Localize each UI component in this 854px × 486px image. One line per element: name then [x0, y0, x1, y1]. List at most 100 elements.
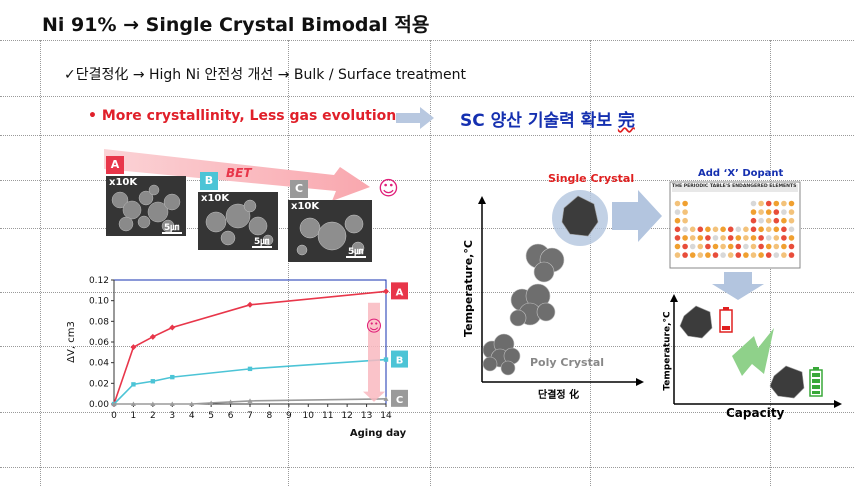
element-cell — [781, 243, 787, 250]
guide-line — [0, 228, 854, 229]
data-point — [111, 401, 117, 406]
capacity-y-label: Temperature,°C — [662, 311, 673, 391]
x-tick-label: 1 — [131, 411, 137, 421]
right-arrow-icon — [396, 107, 434, 129]
x-tick-label: 0 — [111, 411, 117, 421]
y-tick-label: 0.06 — [89, 338, 109, 348]
element-cell — [682, 217, 688, 224]
sem-tag-c: C — [290, 180, 308, 198]
guide-line — [0, 346, 854, 347]
series-tag-c — [391, 389, 408, 407]
series-tag-label: C — [396, 395, 403, 406]
element-cell — [773, 217, 780, 224]
poly-crystal-label: Poly Crystal — [530, 356, 605, 369]
capacity-label: Capacity — [726, 406, 785, 420]
data-point — [247, 398, 253, 403]
x-tick-label: 3 — [169, 411, 175, 421]
chart-labels: 0.000.020.040.060.080.100.120 1 2 3 4 5 6 7 8 9 10… — [66, 276, 408, 439]
element-cell — [773, 235, 780, 241]
x-tick-label: 6 — [228, 411, 234, 421]
series-tag-b — [391, 350, 408, 368]
element-cell — [689, 243, 696, 250]
crystal-diagram — [478, 181, 842, 408]
sem-image-a: x10K 5㎛ — [106, 176, 186, 236]
element-cell — [682, 200, 688, 207]
y-tick-label: 0.04 — [89, 359, 109, 369]
sem-image-b: x10K 5㎛ — [198, 192, 278, 250]
y-axis-title: ΔV, cm3 — [66, 321, 77, 363]
data-point — [189, 401, 195, 406]
guide-line — [288, 40, 289, 486]
element-cell — [773, 209, 780, 215]
element-cell — [674, 200, 681, 207]
element-cell — [689, 235, 696, 241]
battery-low-cap — [723, 307, 729, 310]
x-tick-label: 10 — [303, 411, 315, 421]
element-cell — [674, 226, 681, 233]
data-point — [383, 357, 389, 362]
element-cell — [720, 226, 726, 233]
dopant-label: Add ‘X’ Dopant — [698, 168, 784, 179]
element-cell — [727, 226, 734, 233]
data-point — [383, 396, 389, 401]
bullet-text: • More crystallinity, Less gas evolution — [88, 108, 397, 124]
element-cell — [720, 235, 726, 241]
blue-arrow-icon — [612, 190, 662, 242]
sem-mag: x10K — [109, 177, 138, 188]
series-line-a — [113, 290, 387, 405]
series-line-b — [113, 358, 387, 405]
y-tick-label: 0.12 — [89, 276, 109, 286]
element-cell — [674, 209, 681, 215]
element-cell — [750, 209, 757, 215]
guide-line — [0, 180, 854, 181]
single-crystal-particle — [561, 195, 599, 237]
element-cell — [781, 226, 787, 233]
plot-frame — [113, 279, 387, 405]
element-cell — [773, 243, 780, 250]
periodic-table-header — [672, 184, 798, 192]
data-point — [169, 401, 175, 406]
chart-axes — [111, 279, 387, 407]
element-cell — [788, 235, 795, 241]
y-tick-label: 0.10 — [89, 297, 109, 307]
element-cell — [781, 200, 787, 207]
x-tick-label: 12 — [341, 411, 352, 421]
slide-subtitle: ✓단결정化 → High Ni 안전성 개선 → Bulk / Surface … — [64, 67, 467, 83]
x-tick-label: 9 — [286, 411, 292, 421]
x-tick-label: 8 — [267, 411, 273, 421]
x-tick-label: 14 — [380, 411, 392, 421]
element-cell — [705, 252, 711, 258]
element-cell — [712, 243, 719, 250]
data-point — [130, 344, 137, 351]
bet-label: BET — [226, 166, 252, 180]
sem-particles — [198, 192, 278, 250]
diagram-y-arrow — [478, 196, 486, 204]
data-point — [228, 399, 234, 404]
data-point — [131, 382, 136, 387]
data-point — [208, 400, 214, 405]
sem-scale: 5㎛ — [164, 223, 180, 233]
element-cell — [750, 252, 757, 258]
element-cell — [727, 243, 734, 250]
poly-crystal-particle — [482, 333, 521, 376]
element-cell — [773, 252, 780, 258]
guide-line — [590, 40, 591, 486]
element-cell — [682, 235, 688, 241]
guide-line — [0, 96, 854, 97]
doped-particle-bottom — [769, 365, 805, 399]
diagram-y-label: Temperature,°C — [461, 240, 475, 337]
guide-line — [0, 412, 854, 413]
down-arrow-icon — [712, 272, 764, 300]
capacity-y-arrow — [670, 294, 678, 302]
element-cell — [781, 252, 787, 258]
element-cell — [682, 252, 688, 258]
element-cell — [788, 226, 795, 233]
element-cell — [705, 226, 711, 233]
element-cell — [758, 209, 764, 215]
element-cell — [781, 235, 787, 241]
element-cell — [743, 252, 749, 258]
capacity-x-arrow — [834, 400, 842, 408]
guide-line — [0, 135, 854, 136]
element-cell — [750, 200, 757, 207]
bet-arrow — [104, 149, 370, 201]
